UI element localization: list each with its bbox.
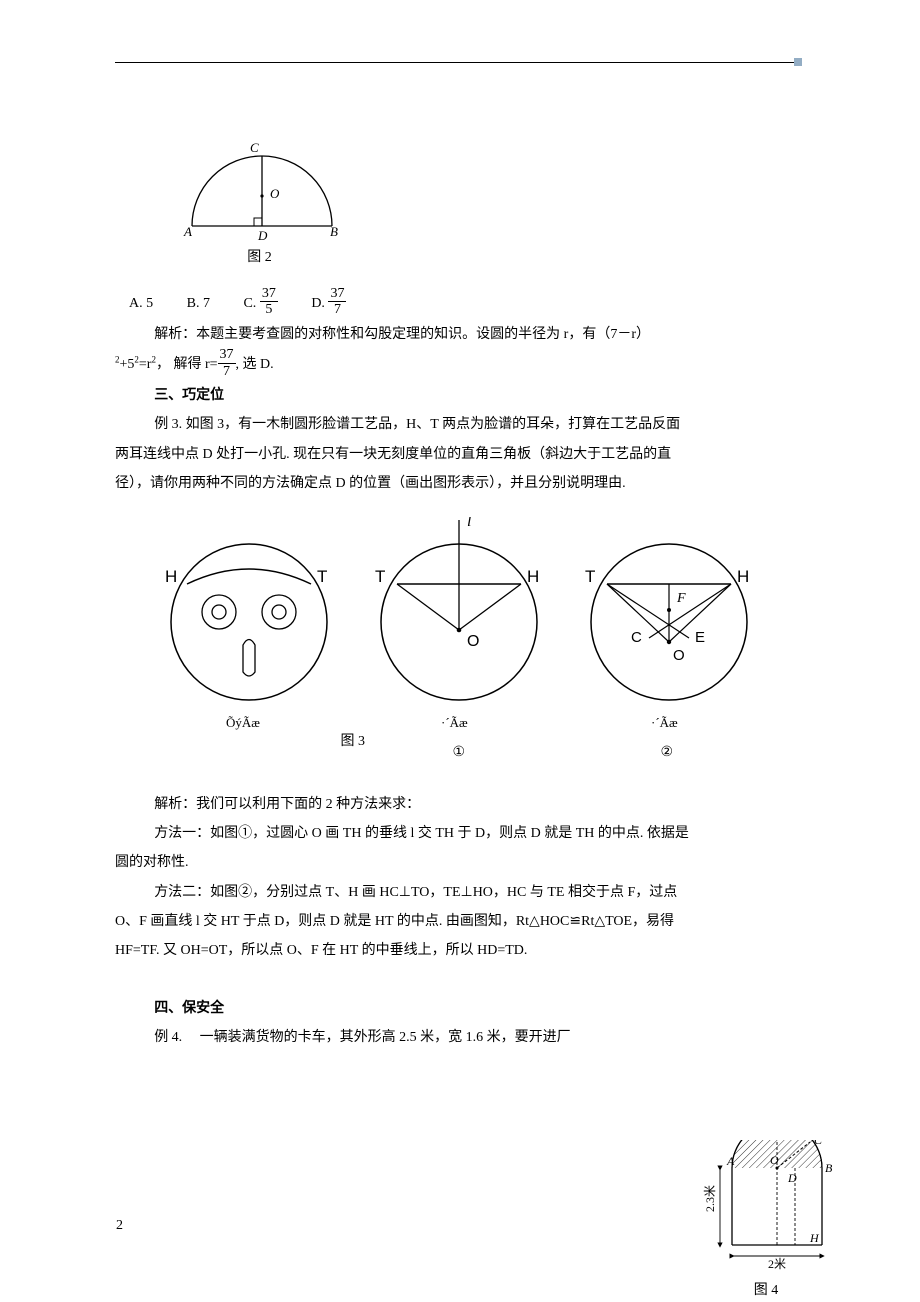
fig2-A: A xyxy=(183,224,192,239)
fig2-D: D xyxy=(257,228,268,243)
fig3-sub1: ① xyxy=(453,744,466,761)
header-rule xyxy=(115,62,801,63)
f4-H: H xyxy=(809,1231,820,1245)
f4cap-pre: 图 xyxy=(754,1283,768,1298)
para-analysis-2: 2+52=r2， 解得 r=377, 选 D. xyxy=(115,349,801,381)
p1b-post: ， 解得 r= xyxy=(156,357,218,372)
m2-l3: HF=TF. 又 OH=OT，所以点 O、F 在 HT 的中垂线上，所以 HD=… xyxy=(115,936,801,965)
fig3-main-cap: 图 3 xyxy=(341,730,366,750)
f4-hdim: 2米 xyxy=(768,1257,786,1270)
fig2-cap-num: 2 xyxy=(265,250,272,265)
fig2-C: C xyxy=(250,140,259,155)
p1b-pre: +5 xyxy=(120,357,135,372)
f3-3-O: O xyxy=(673,647,685,664)
opt-d-num: 37 xyxy=(328,286,346,302)
opt-c-frac: 375 xyxy=(260,286,278,318)
f3-2-l: l xyxy=(467,517,472,530)
opt-d: D. 377 xyxy=(311,288,346,320)
f4-D: D xyxy=(787,1171,797,1185)
section-3-title: 三、巧定位 xyxy=(115,381,801,410)
fig2-B: B xyxy=(330,224,338,239)
f3-cap-left: ÕýÃæ xyxy=(226,715,260,730)
opt-d-frac: 377 xyxy=(328,286,346,318)
m1-l1: 方法一：如图①，过圆心 O 画 TH 的垂线 l 交 TH 于 D，则点 D 就… xyxy=(115,819,801,848)
r-den: 7 xyxy=(218,364,236,379)
f3-3-F: F xyxy=(676,591,686,606)
section-4-title: 四、保安全 xyxy=(115,994,801,1023)
figure-4-caption: 图 4 xyxy=(692,1279,840,1299)
opt-d-label: D. xyxy=(311,296,325,311)
f3-1-T: T xyxy=(317,567,327,586)
m2-l2: O、F 画直线 l 交 HT 于点 D，则点 D 就是 HT 的中点. 由画图知… xyxy=(115,907,801,936)
ex4-line1: 例 4. 一辆装满货物的卡车，其外形高 2.5 米，宽 1.6 米，要开进厂 xyxy=(115,1023,675,1052)
f3cap-num: 3 xyxy=(358,734,365,749)
f3-2-O: O xyxy=(467,633,479,650)
f3-3-H: H xyxy=(737,567,749,586)
fig2-cap-pre: 图 xyxy=(247,250,261,265)
options-row: A. 5 B. 7 C. 375 D. 377 xyxy=(115,288,801,320)
f4-C: C xyxy=(814,1140,823,1147)
page-number: 2 xyxy=(116,1218,123,1234)
m1-l2: 圆的对称性. xyxy=(115,848,801,877)
opt-c-num: 37 xyxy=(260,286,278,302)
f4-vdim: 2.3米 xyxy=(703,1185,717,1212)
f4cap-num: 4 xyxy=(771,1283,778,1298)
figure-2: A B C D O 图 2 xyxy=(172,116,347,266)
figure-4-svg: A B C D O H 2.3米 2米 xyxy=(692,1140,840,1270)
f3-2-H: H xyxy=(527,567,539,586)
fig2-O: O xyxy=(270,186,280,201)
ex3-line1: 例 3. 如图 3，有一木制圆形脸谱工艺品，H、T 两点为脸谱的耳朵，打算在工艺… xyxy=(115,410,801,439)
opt-c-label: C. xyxy=(243,296,256,311)
opt-c-den: 5 xyxy=(260,302,278,317)
header-accent xyxy=(794,58,802,66)
f4-A: A xyxy=(726,1154,735,1168)
ex3-line3: 径），请你用两种不同的方法确定点 D 的位置（画出图形表示），并且分别说明理由. xyxy=(115,469,801,498)
f4-B: B xyxy=(825,1161,833,1175)
figure-2-svg: A B C D O xyxy=(172,116,347,244)
f4-O: O xyxy=(770,1153,779,1167)
f3-cap-mid: ·´Ãæ xyxy=(441,715,468,730)
figure-3-svg: H T T H O l xyxy=(151,517,766,732)
f3-cap-right: ·´Ãæ xyxy=(651,715,678,730)
r-num: 37 xyxy=(218,347,236,363)
ex3-line2: 两耳连线中点 D 处打一小孔. 现在只有一块无刻度单位的直角三角板（斜边大于工艺… xyxy=(115,440,801,469)
f3cap-pre: 图 xyxy=(341,734,355,749)
f3-3-C: C xyxy=(631,629,642,646)
opt-d-den: 7 xyxy=(328,302,346,317)
m2-l1: 方法二：如图②，分别过点 T、H 画 HC⊥TO，TE⊥HO，HC 与 TE 相… xyxy=(115,878,801,907)
f3-1-H: H xyxy=(165,567,177,586)
opt-b: B. 7 xyxy=(187,289,210,318)
figure-2-caption: 图 2 xyxy=(172,246,347,266)
p1b-mid: =r xyxy=(139,357,152,372)
opt-a: A. 5 xyxy=(129,289,153,318)
p1b-end: , 选 D. xyxy=(236,357,274,372)
f3-3-T: T xyxy=(585,567,595,586)
r-frac: 377 xyxy=(218,347,236,379)
f3-3-E: E xyxy=(695,629,705,646)
opt-c: C. 375 xyxy=(243,288,277,320)
f3-2-T: T xyxy=(375,567,385,586)
figure-3: H T T H O l xyxy=(151,517,766,732)
para-analysis-1: 解析：本题主要考查圆的对称性和勾股定理的知识。设圆的半径为 r，有（7－r） xyxy=(115,320,801,349)
fig3-sub2: ② xyxy=(661,744,674,761)
figure-4: A B C D O H 2.3米 2米 图 4 xyxy=(692,1140,840,1299)
method-intro: 解析：我们可以利用下面的 2 种方法来求： xyxy=(115,790,801,819)
figure-3-subcaptions: 图 3 ① ② xyxy=(151,730,766,760)
